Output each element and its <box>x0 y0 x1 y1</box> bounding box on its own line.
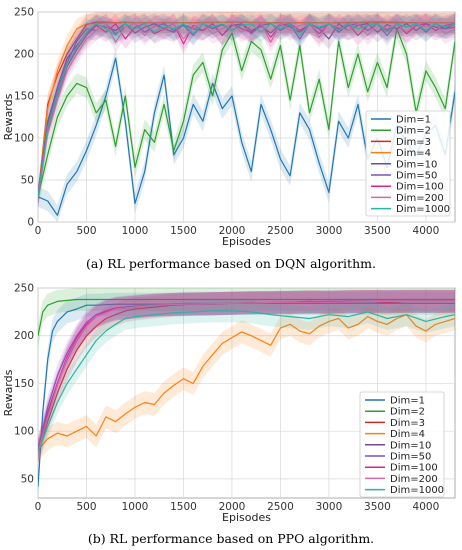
x-tick-label: 3000 <box>316 501 343 513</box>
x-tick-label: 3500 <box>364 225 391 237</box>
series-band-dim-100 <box>38 289 455 462</box>
series-line-dim-1 <box>38 302 455 487</box>
legend-label: Dim=100 <box>390 463 438 474</box>
y-axis-label: Rewards <box>2 93 15 140</box>
series-line-dim-2 <box>38 298 455 336</box>
legend-label: Dim=10 <box>396 159 437 170</box>
series-band-dim-1000 <box>38 13 455 207</box>
x-tick-label: 4000 <box>413 225 440 237</box>
chart-panel-a: 0 500 1000 1500 2000 2500 3000 3500 4000 0 50 100 15… <box>2 7 456 248</box>
legend: Dim=1Dim=2Dim=3Dim=4Dim=10Dim=50Dim=100D… <box>359 391 445 498</box>
x-tick-label: 0 <box>35 501 42 513</box>
y-tick-label: 200 <box>14 330 34 342</box>
series-band-dim-1000 <box>38 299 455 464</box>
series-group <box>38 12 455 222</box>
x-tick-label: 2000 <box>219 501 246 513</box>
series-line-dim-1000 <box>38 310 455 453</box>
legend: Dim=1Dim=2Dim=3Dim=4Dim=10Dim=50Dim=100D… <box>365 110 451 217</box>
x-tick-label: 4000 <box>413 501 440 513</box>
y-tick-label: 250 <box>14 283 34 295</box>
series-band-dim-10 <box>38 13 455 207</box>
series-band-dim-50 <box>38 289 455 460</box>
caption-a: (a) RL performance based on DQN algorith… <box>86 256 376 271</box>
legend-label: Dim=200 <box>390 474 438 485</box>
series-band-dim-3 <box>38 12 455 207</box>
series-line-dim-4 <box>38 314 455 451</box>
y-tick-label: 0 <box>27 217 34 229</box>
series-line-dim-50 <box>38 300 455 449</box>
legend-label: Dim=1 <box>396 115 431 126</box>
series-group <box>38 288 455 498</box>
series-band-dim-3 <box>38 289 455 464</box>
y-tick-label: 100 <box>14 426 34 438</box>
x-tick-label: 1500 <box>170 225 197 237</box>
series-band-dim-10 <box>38 289 455 462</box>
legend-label: Dim=1000 <box>390 485 444 496</box>
legend-label: Dim=50 <box>390 452 431 463</box>
y-tick-label: 50 <box>21 473 34 485</box>
series-band-dim-200 <box>38 13 455 207</box>
series-band-dim-4 <box>38 303 455 462</box>
legend-label: Dim=200 <box>396 193 444 204</box>
series-band-dim-1 <box>38 291 455 498</box>
series-line-dim-1000 <box>38 23 455 197</box>
series-band-dim-200 <box>38 289 455 464</box>
x-tick-label: 1500 <box>170 501 197 513</box>
legend-label: Dim=3 <box>390 418 425 429</box>
x-tick-label: 500 <box>76 501 96 513</box>
x-tick-label: 0 <box>35 225 42 237</box>
legend-label: Dim=100 <box>396 182 444 193</box>
y-tick-label: 250 <box>14 7 34 19</box>
legend-label: Dim=10 <box>390 440 431 451</box>
series-line-dim-100 <box>38 23 455 197</box>
legend-box <box>365 110 451 217</box>
y-tick-label: 150 <box>14 91 34 103</box>
series-band-dim-50 <box>38 13 455 207</box>
series-line-dim-4 <box>38 21 455 197</box>
legend-label: Dim=1 <box>390 396 425 407</box>
y-tick-label: 200 <box>14 49 34 61</box>
x-tick-label: 500 <box>76 225 96 237</box>
series-line-dim-2 <box>38 28 455 197</box>
legend-label: Dim=3 <box>396 137 431 148</box>
y-tick-label: 150 <box>14 378 34 390</box>
caption-b: (b) RL performance based on PPO algorith… <box>87 531 375 546</box>
y-tick-label: 100 <box>14 133 34 145</box>
series-line-dim-200 <box>38 300 455 453</box>
series-line-dim-200 <box>38 23 455 197</box>
series-band-dim-100 <box>38 13 455 207</box>
x-tick-label: 2000 <box>219 225 246 237</box>
y-axis-label: Rewards <box>2 369 15 416</box>
x-tick-label: 2500 <box>267 225 294 237</box>
legend-label: Dim=1000 <box>396 204 450 215</box>
legend-label: Dim=2 <box>396 126 431 137</box>
legend-label: Dim=4 <box>396 148 431 159</box>
legend-label: Dim=50 <box>396 171 437 182</box>
y-tick-label: 50 <box>21 175 34 187</box>
series-band-dim-2 <box>38 288 455 348</box>
x-axis-label: Episodes <box>222 235 271 248</box>
x-tick-label: 2500 <box>267 501 294 513</box>
x-tick-label: 1000 <box>122 501 149 513</box>
x-tick-label: 3000 <box>316 225 343 237</box>
legend-label: Dim=4 <box>390 429 425 440</box>
x-tick-label: 1000 <box>122 225 149 237</box>
chart-panel-b: 0 500 1000 1500 2000 2500 3000 3500 4000 50 100 150… <box>2 283 456 524</box>
legend-label: Dim=2 <box>390 407 425 418</box>
x-tick-label: 3500 <box>364 501 391 513</box>
x-axis-label: Episodes <box>222 511 271 524</box>
legend-box <box>359 391 445 498</box>
series-band-dim-4 <box>38 12 455 207</box>
